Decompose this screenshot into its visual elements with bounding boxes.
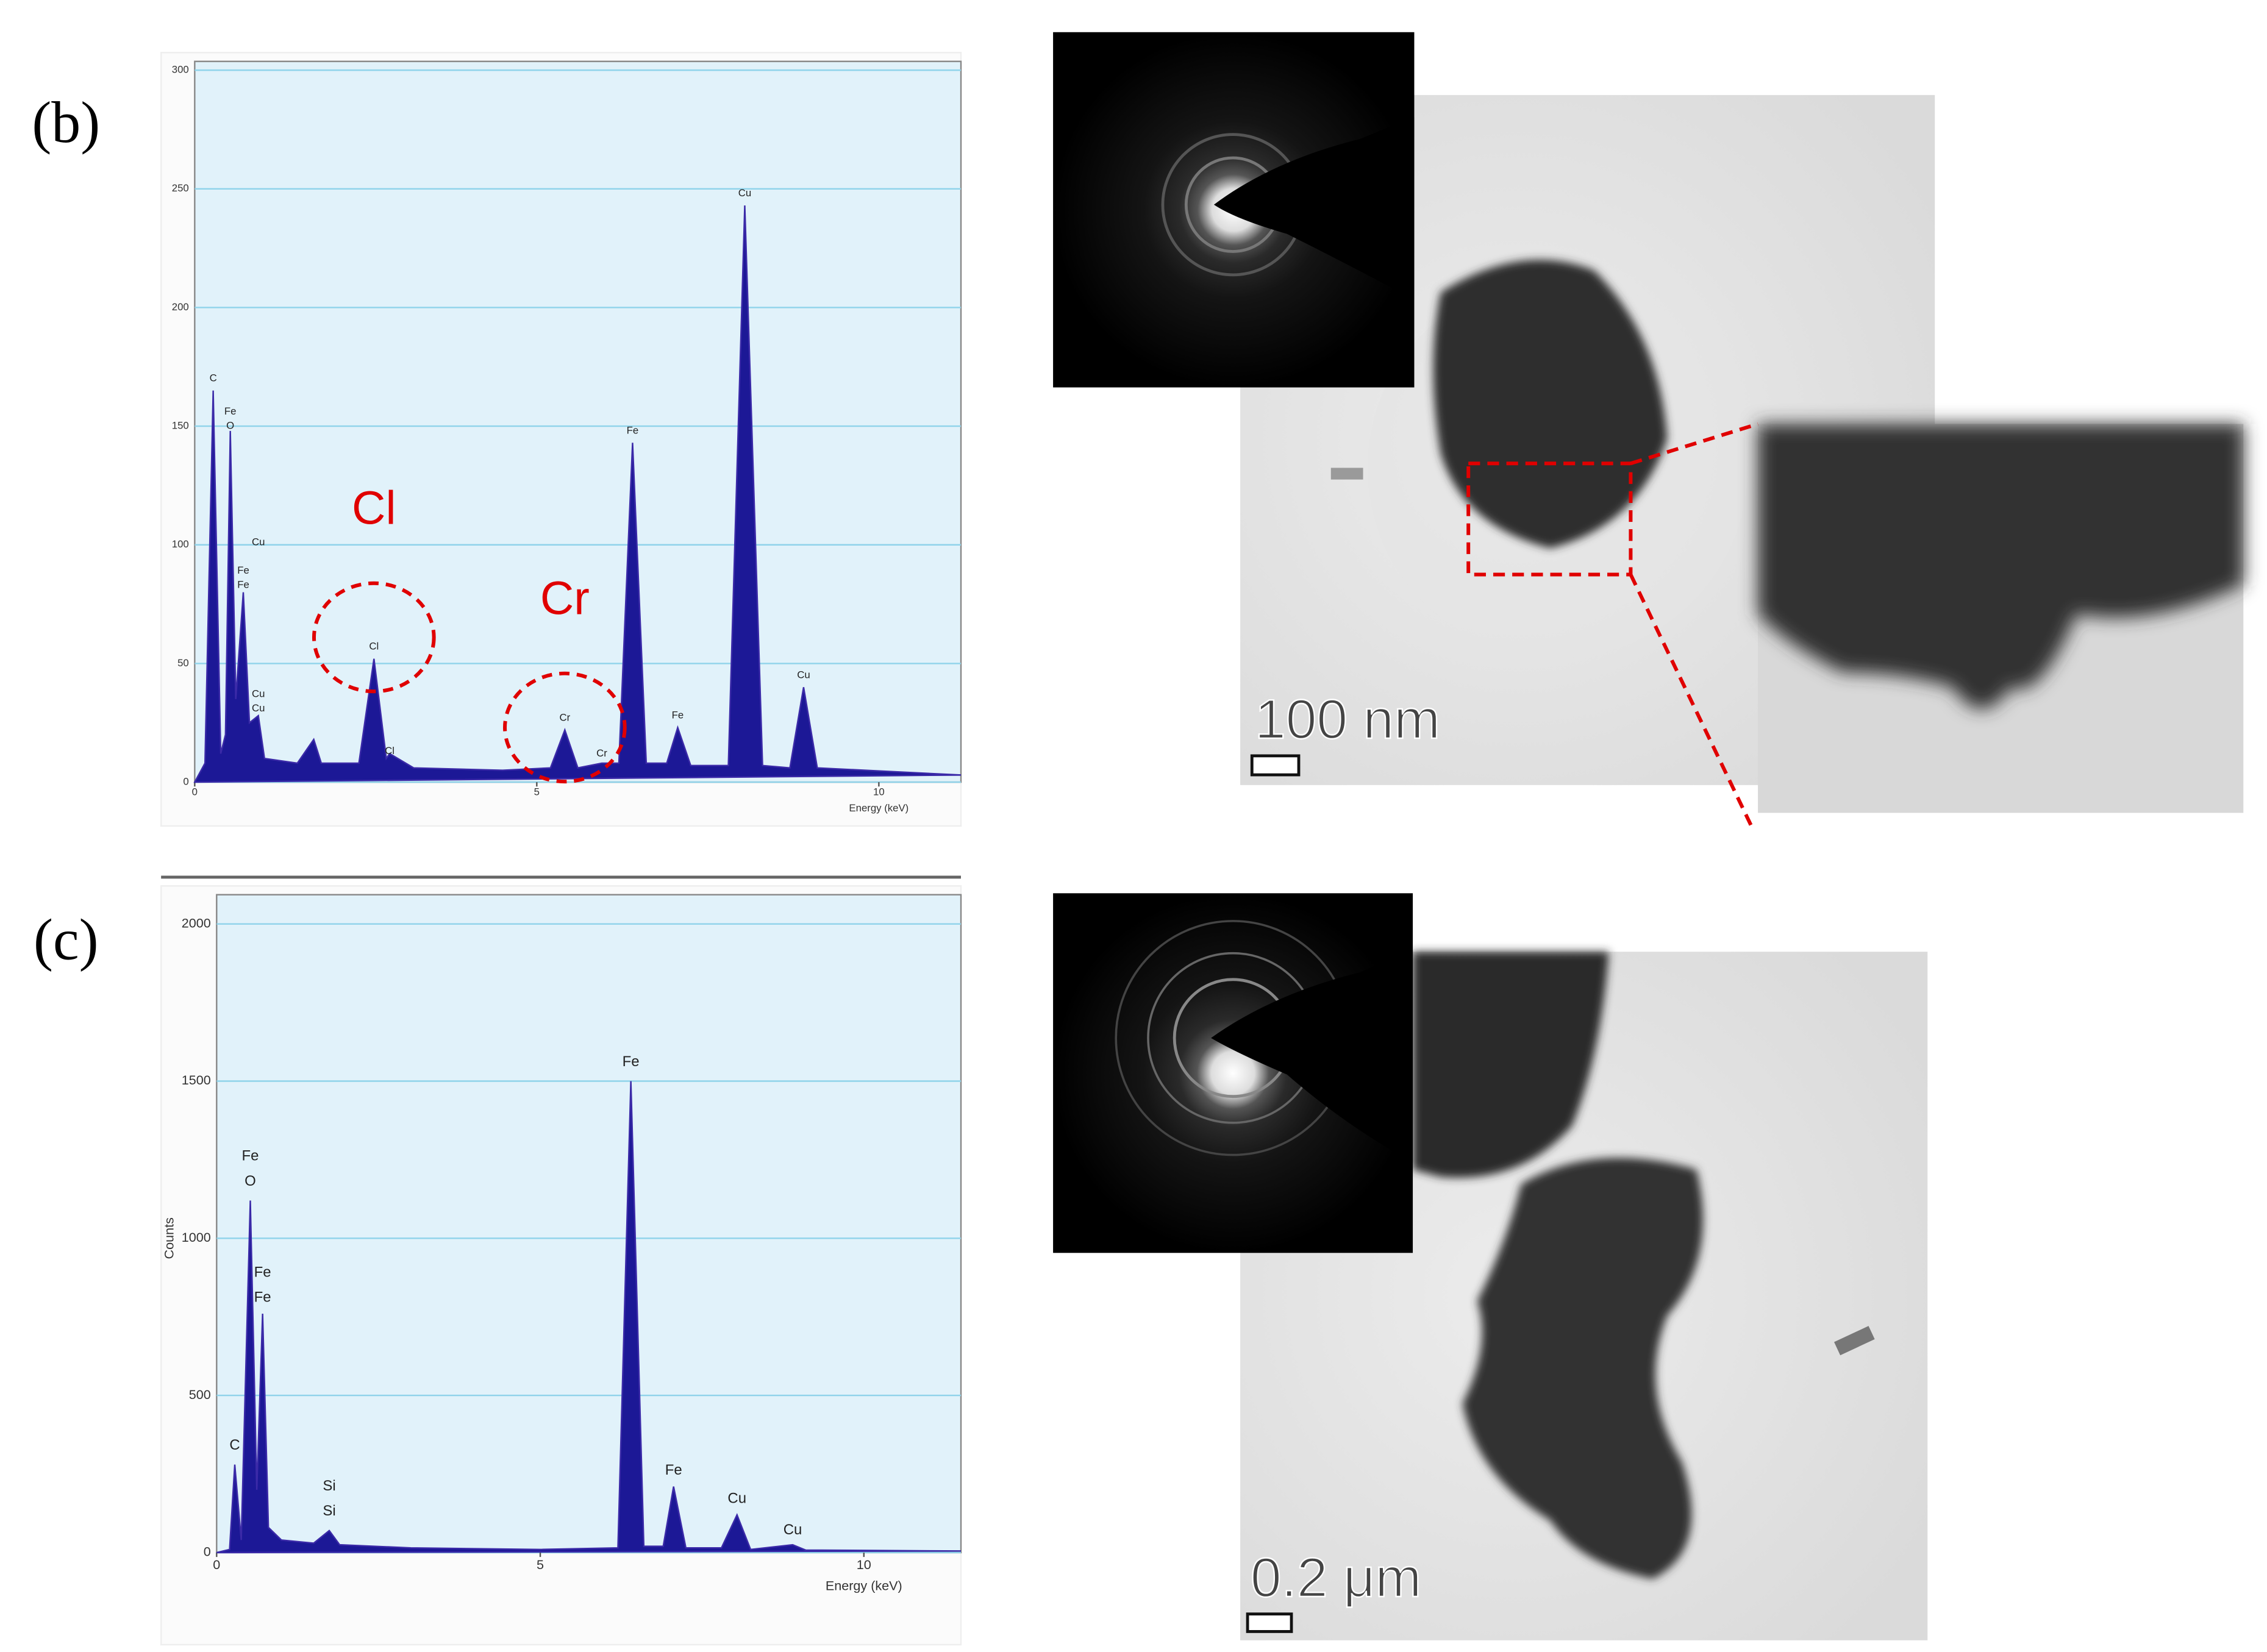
peak-label: Fe xyxy=(237,579,249,590)
y-tick-label: 500 xyxy=(189,1387,211,1402)
y-tick-label: 1500 xyxy=(182,1072,211,1088)
plot-area xyxy=(194,60,962,783)
panel-label: (c) xyxy=(34,908,98,972)
x-tick-label: 10 xyxy=(857,1557,871,1572)
x-tick-label: 0 xyxy=(192,786,198,797)
peak-label: Si xyxy=(323,1478,335,1494)
x-axis-label: Energy (keV) xyxy=(849,802,909,814)
peak-label: Cu xyxy=(252,688,265,699)
peak-label: O xyxy=(245,1173,256,1189)
y-tick-label: 0 xyxy=(183,775,188,787)
panel-label: (b) xyxy=(32,90,100,155)
y-axis-label: Counts xyxy=(161,1217,176,1259)
peak-label: Cl xyxy=(369,641,379,652)
peak-label: Cr xyxy=(596,747,607,759)
peak-label: Cu xyxy=(727,1490,746,1507)
x-tick-label: 5 xyxy=(534,786,540,797)
zoom-inset xyxy=(1758,424,2244,813)
scale-bar-label: 100 nm xyxy=(1255,689,1440,750)
peak-label: Fe xyxy=(627,424,639,436)
peak-label: Fe xyxy=(623,1053,640,1070)
peak-label: Cu xyxy=(252,702,265,714)
y-tick-label: 300 xyxy=(172,64,189,76)
peak-label: Fe xyxy=(672,709,684,721)
peak-label: C xyxy=(229,1437,240,1453)
zoom-marker xyxy=(1466,422,1758,828)
y-tick-label: 100 xyxy=(172,538,189,550)
y-tick-label: 200 xyxy=(172,301,189,313)
saed-pattern xyxy=(1053,893,1413,1253)
x-tick-label: 10 xyxy=(873,786,885,797)
callout-circle xyxy=(503,671,627,784)
tem-image xyxy=(1240,952,1928,1640)
callout-label: Cl xyxy=(352,483,396,535)
peak-label: Cu xyxy=(784,1522,802,1538)
y-tick-label: 1000 xyxy=(182,1230,211,1245)
y-tick-label: 2000 xyxy=(182,915,211,930)
peak-label: Fe xyxy=(254,1289,271,1306)
spectrum xyxy=(193,205,962,783)
peak-label: Cl xyxy=(385,745,394,757)
y-tick-label: 150 xyxy=(172,420,189,432)
peak-label: Cu xyxy=(797,669,810,680)
y-tick-label: 50 xyxy=(177,657,189,669)
y-tick-label: 250 xyxy=(172,182,189,194)
x-axis-label: Energy (keV) xyxy=(826,1578,902,1593)
peak-label: Fe xyxy=(665,1462,682,1478)
y-tick-label: 0 xyxy=(204,1544,211,1559)
peak-label: O xyxy=(226,420,234,432)
peak-label: Cr xyxy=(560,711,571,723)
peak-label: Cu xyxy=(252,536,265,547)
callout-circle xyxy=(312,581,436,694)
saed-pattern xyxy=(1053,32,1415,388)
peak-label: C xyxy=(210,372,217,384)
callout-label: Cr xyxy=(540,572,590,624)
plot-area xyxy=(216,894,962,1554)
peak-label: Fe xyxy=(242,1148,259,1164)
spectrum xyxy=(216,1081,962,1554)
peak-label: Si xyxy=(323,1503,335,1519)
peak-label: Cu xyxy=(738,187,751,199)
x-tick-label: 5 xyxy=(537,1557,544,1572)
peak-label: Fe xyxy=(237,564,249,576)
scale-bar-label: 0.2 μm xyxy=(1251,1547,1421,1609)
x-tick-label: 0 xyxy=(213,1557,220,1572)
peak-label: Fe xyxy=(224,405,237,417)
scale-bar xyxy=(1250,754,1301,777)
scale-bar xyxy=(1246,1612,1293,1633)
peak-label: Fe xyxy=(254,1264,271,1280)
